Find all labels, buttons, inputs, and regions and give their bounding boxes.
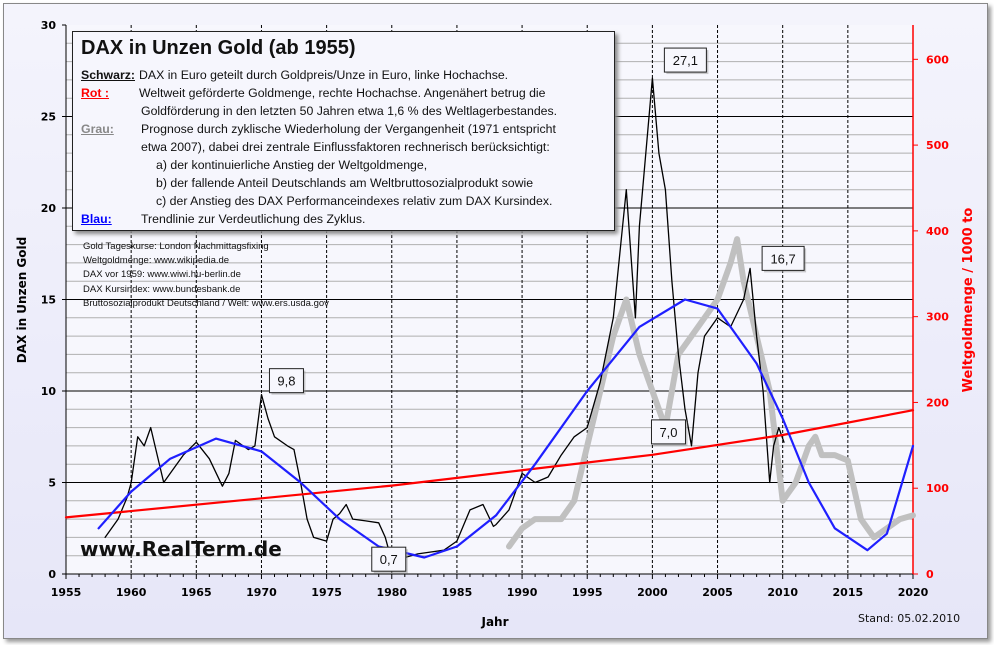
annotation-box — [650, 419, 686, 445]
legend-text: b) der fallende Anteil Deutschlands am W… — [156, 176, 534, 190]
annotation-box — [663, 47, 707, 73]
legend-row-rot: Rot : — [81, 86, 141, 100]
site-url: www.RealTerm.de — [80, 537, 282, 561]
x-tick-label: 1965 — [181, 586, 212, 599]
source-item: DAX vor 1959: www.wiwi.hu-berlin.de — [83, 269, 241, 281]
y-tick-label: 10 — [41, 385, 57, 398]
legend-key-rot: Rot : — [81, 86, 109, 100]
legend-text: Trendlinie zur Verdeutlichung des Zyklus… — [141, 212, 366, 226]
legend-box: DAX in Unzen Gold (ab 1955) Schwarz: DAX … — [72, 31, 615, 231]
legend-text: etwa 2007), dabei drei zentrale Einfluss… — [141, 140, 550, 154]
chart-title: DAX in Unzen Gold (ab 1955) — [81, 37, 356, 59]
legend-key-schwarz: Schwarz: — [81, 68, 135, 82]
source-item: Weltgoldmenge: www.wikipedia.de — [83, 255, 230, 267]
legend-text: DAX in Euro geteilt durch Goldpreis/Unze… — [139, 68, 509, 82]
annotation-label: 9,8 — [277, 374, 295, 389]
sources-list: Gold Tageskurse: London Nachmittagsfixin… — [83, 240, 329, 311]
y2-tick-label: 400 — [926, 225, 949, 238]
y-tick-label: 25 — [41, 111, 56, 124]
legend-text: a) der kontinuierliche Anstieg der Weltg… — [156, 158, 428, 172]
legend-row-blau: Blau: — [81, 212, 141, 226]
y-axis-label: DAX in Unzen Gold — [15, 237, 29, 363]
legend-key-grau: Grau: — [81, 122, 114, 136]
annotation-box — [761, 245, 805, 271]
x-tick-label: 1975 — [311, 586, 342, 599]
y2-tick-label: 100 — [926, 482, 949, 495]
source-item: Bruttosozialprodukt Deutschland / Welt: … — [83, 297, 329, 309]
stand-date: Stand: 05.02.2010 — [858, 612, 961, 625]
annotation-box — [371, 546, 407, 572]
y2-tick-label: 500 — [926, 139, 949, 152]
x-tick-label: 1990 — [507, 586, 538, 599]
x-tick-label: 1955 — [51, 586, 82, 599]
x-tick-label: 1970 — [246, 586, 277, 599]
y2-axis-label: Weltgoldmenge / 1000 to — [961, 208, 976, 393]
annotation-box — [268, 368, 304, 394]
x-tick-label: 2000 — [637, 586, 668, 599]
series-line-grau — [506, 236, 916, 550]
series-line-schwarz — [104, 77, 785, 562]
y2-tick-label: 600 — [926, 53, 949, 66]
legend-text: Prognose durch zyklische Wiederholung de… — [141, 122, 556, 136]
annotation-label: 7,0 — [659, 425, 677, 440]
y-tick-label: 15 — [41, 294, 56, 307]
annotation-label: 27,1 — [673, 53, 698, 68]
y-tick-label: 5 — [48, 477, 56, 490]
legend-row-grau: Grau: — [81, 122, 141, 136]
annotation-label: 0,7 — [380, 552, 398, 567]
legend-row-schwarz: Schwarz: DAX in Euro geteilt durch Goldpr… — [81, 68, 508, 82]
source-item: DAX Kursindex: www.bundesbank.de — [83, 283, 241, 295]
x-tick-label: 2015 — [833, 586, 864, 599]
y2-tick-label: 200 — [926, 396, 949, 409]
annotation-label: 16,7 — [770, 251, 795, 266]
x-tick-label: 2020 — [898, 586, 929, 599]
legend-text: Weltweit geförderte Goldmenge, rechte Ho… — [139, 86, 546, 100]
legend-text: Goldförderung in den letzten 50 Jahren e… — [141, 104, 558, 118]
legend-text: c) der Anstieg des DAX Performanceindexe… — [156, 194, 553, 208]
x-tick-label: 1960 — [116, 586, 147, 599]
y-tick-label: 30 — [41, 19, 57, 32]
y-tick-label: 20 — [41, 202, 57, 215]
x-tick-label: 1985 — [442, 586, 473, 599]
legend-key-blau: Blau: — [81, 212, 112, 226]
x-tick-label: 2010 — [767, 586, 798, 599]
y2-tick-label: 300 — [926, 311, 949, 324]
y-tick-label: 0 — [48, 568, 56, 581]
series-line-rot — [64, 409, 915, 519]
x-tick-label: 1980 — [376, 586, 407, 599]
x-tick-label: 1995 — [572, 586, 603, 599]
source-item: Gold Tageskurse: London Nachmittagsfixin… — [83, 241, 269, 252]
y2-tick-label: 0 — [926, 568, 934, 581]
x-tick-label: 2005 — [702, 586, 733, 599]
x-axis-label: Jahr — [480, 615, 508, 629]
